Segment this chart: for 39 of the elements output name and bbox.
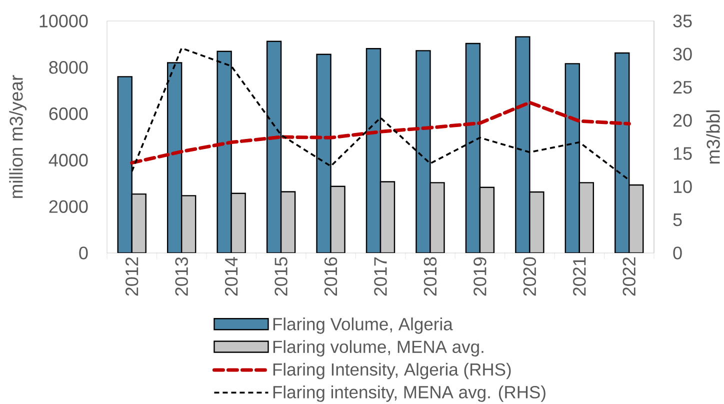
bar [267,41,282,253]
y2-tick-label: 20 [673,114,692,127]
x-tick-label: 2012 [125,257,138,296]
legend-label: Flaring intensity, MENA avg. (RHS) [273,386,546,402]
y-tick-label: 8000 [49,61,88,74]
x-tick-label: 2018 [424,257,437,296]
x-tick-label: 2019 [474,257,486,296]
y-tick-label: 6000 [49,107,88,120]
y2-axis-title: m3/bbl [706,110,720,164]
bar [564,63,580,253]
x-tick-label: 2017 [374,257,387,296]
x-tick-label: 2014 [224,257,238,296]
y-tick-label: 10000 [40,14,88,28]
legend-label: Flaring Volume, Algeria [273,318,453,334]
y2-tick-label: 35 [673,14,692,28]
bar [614,52,630,253]
y2-tick-label: 25 [673,80,692,94]
y-tick-label: 2000 [49,200,88,213]
bar [465,42,481,253]
legend-label: Flaring volume, MENA avg. [273,340,484,357]
bar [166,62,182,253]
y-tick-label: 0 [79,246,88,260]
x-tick-label: 2022 [622,257,636,296]
bar [117,76,132,253]
y-axis-title: million m3/year [9,75,26,198]
y2-tick-label: 5 [673,214,682,226]
bar [366,48,382,253]
line-series [130,100,631,165]
legend-label: Flaring Intensity, Algeria (RHS) [273,362,511,380]
x-tick-label: 2013 [175,257,188,296]
y2-tick-label: 15 [674,147,692,160]
y2-tick-label: 0 [673,246,682,260]
y2-tick-label: 30 [673,48,692,61]
y-tick-label: 4000 [48,154,88,167]
x-tick-label: 2015 [274,257,288,296]
y2-tick-label: 10 [674,180,692,194]
x-tick-label: 2021 [573,257,586,296]
x-tick-label: 2020 [523,257,536,296]
x-tick-label: 2016 [324,257,338,296]
